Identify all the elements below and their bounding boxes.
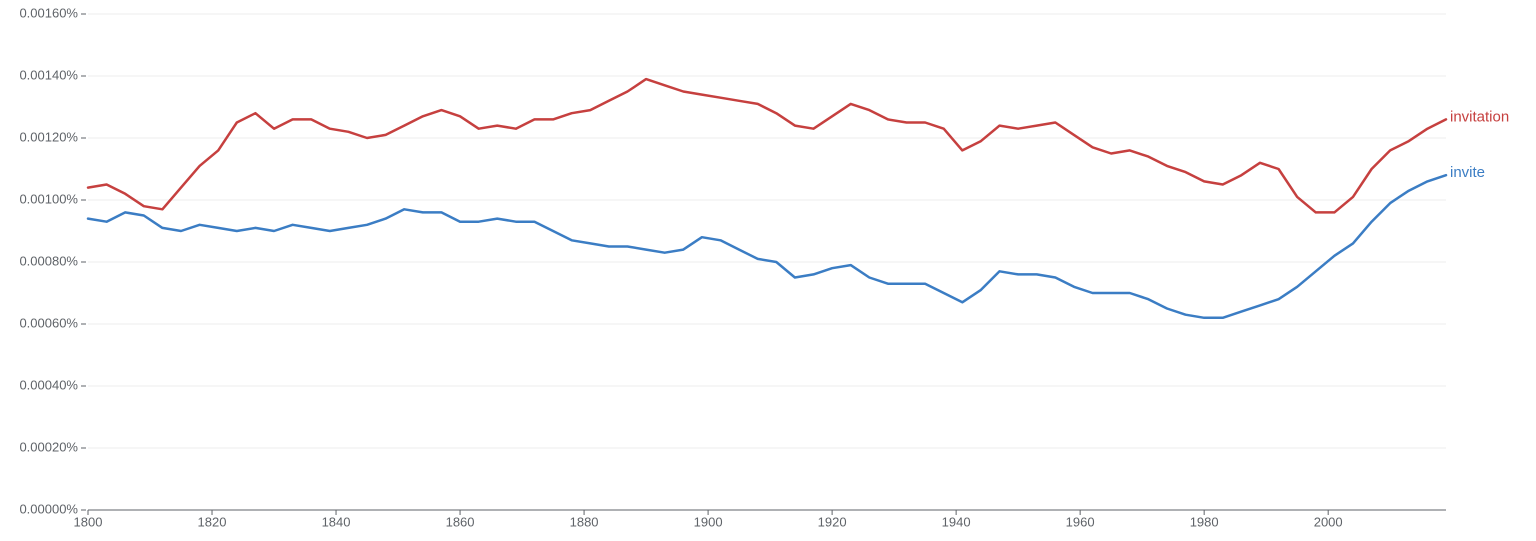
x-tick-label: 2000	[1314, 514, 1343, 529]
y-tick-label: 0.00160%	[19, 5, 78, 20]
y-tick-label: 0.00060%	[19, 315, 78, 330]
x-tick-label: 1820	[198, 514, 227, 529]
series-line	[86, 173, 1448, 320]
y-tick-label: 0.00000%	[19, 501, 78, 516]
x-tick-label: 1800	[74, 514, 103, 529]
x-tick-label: 1960	[1066, 514, 1095, 529]
y-tick-label: 0.00020%	[19, 439, 78, 454]
x-tick-label: 1920	[818, 514, 847, 529]
x-tick-label: 1840	[322, 514, 351, 529]
x-tick-label: 1940	[942, 514, 971, 529]
y-tick-label: 0.00100%	[19, 191, 78, 206]
x-tick-label: 1860	[446, 514, 475, 529]
x-tick-label: 1980	[1190, 514, 1219, 529]
x-tick-label: 1900	[694, 514, 723, 529]
x-tick-label: 1880	[570, 514, 599, 529]
y-tick-label: 0.00120%	[19, 129, 78, 144]
series-line	[86, 77, 1448, 214]
series-label: invite	[1450, 164, 1485, 181]
y-tick-label: 0.00140%	[19, 67, 78, 82]
y-tick-label: 0.00040%	[19, 377, 78, 392]
y-tick-label: 0.00080%	[19, 253, 78, 268]
series-label: invitation	[1450, 108, 1509, 125]
